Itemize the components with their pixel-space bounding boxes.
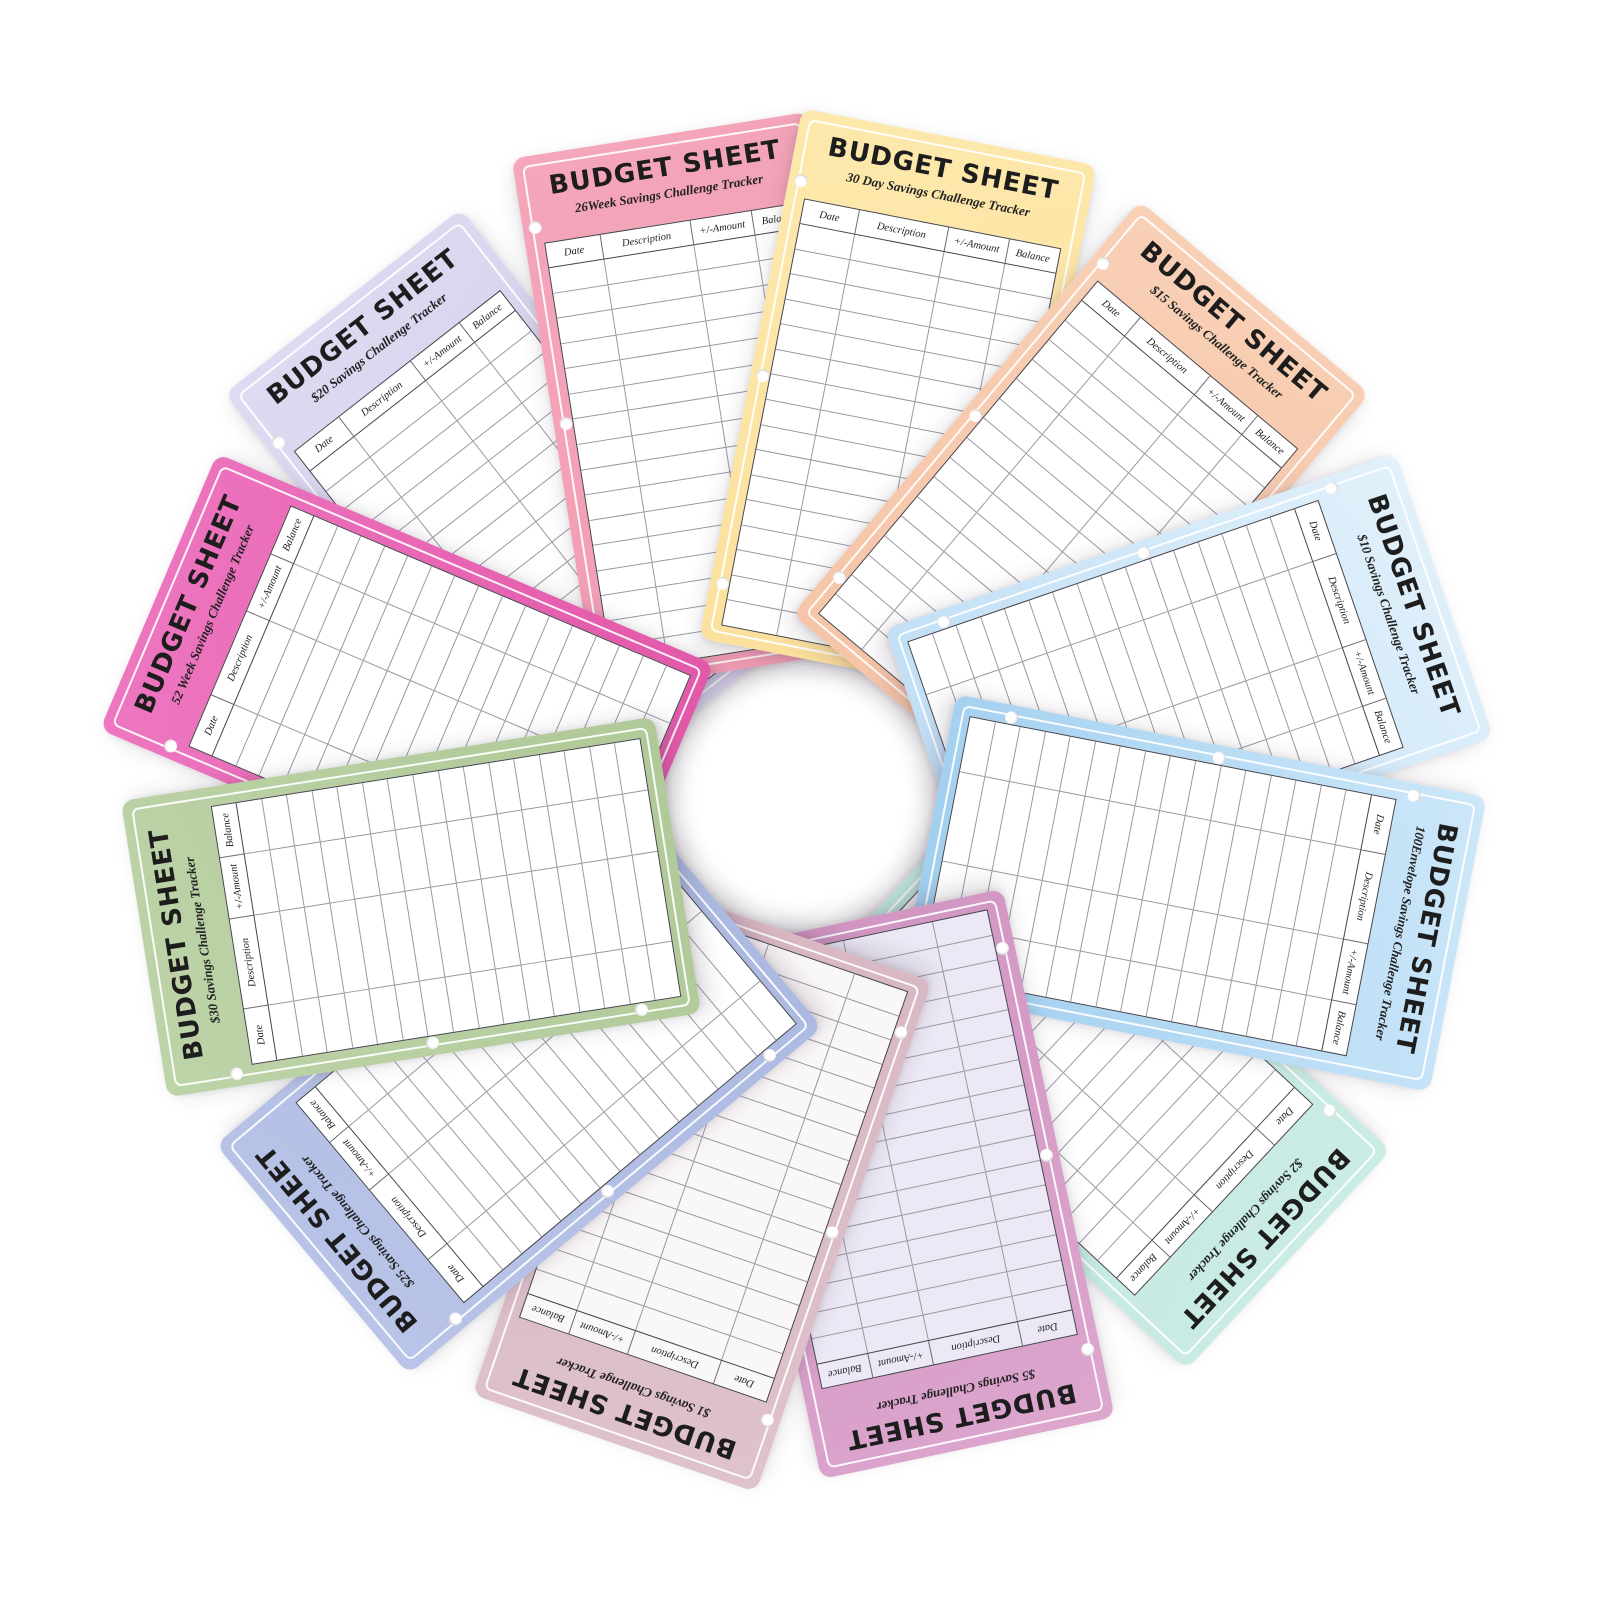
binder-hole	[424, 1034, 440, 1050]
table-body	[236, 738, 680, 1060]
ledger-table: Date Description +/-Amount Balance	[210, 737, 682, 1065]
binder-hole	[633, 1001, 649, 1017]
